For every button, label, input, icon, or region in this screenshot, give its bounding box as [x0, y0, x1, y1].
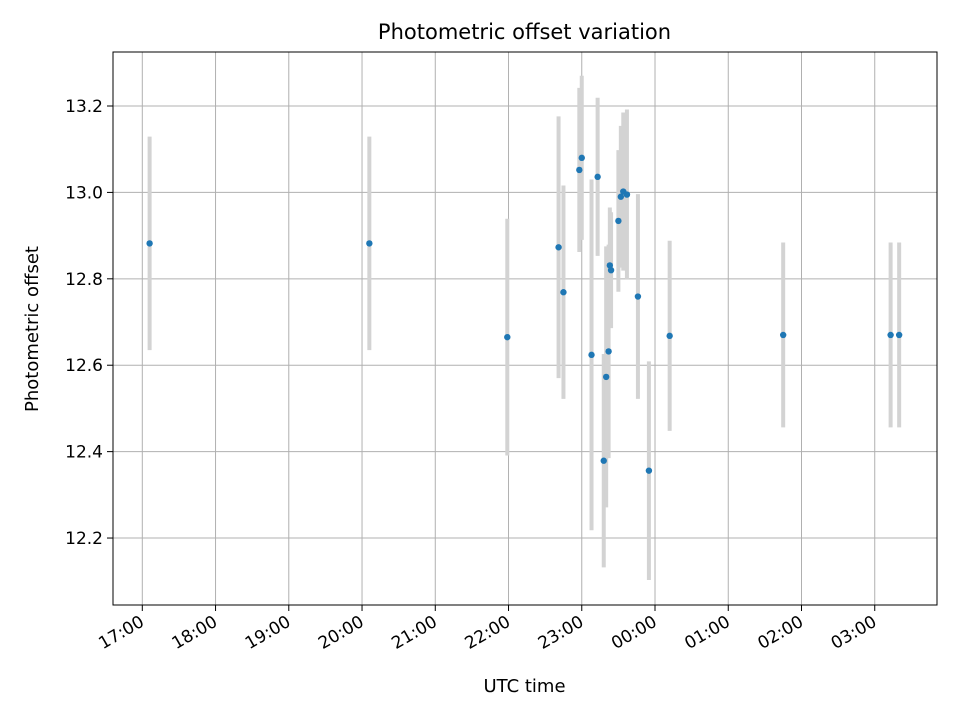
data-point: [895, 331, 903, 339]
y-tick-label: 13.2: [65, 97, 103, 117]
y-tick-label: 12.4: [65, 443, 103, 463]
data-point: [887, 331, 894, 339]
data-point: [615, 217, 622, 225]
y-axis-ticks: 12.2 12.4 12.6 12.8 13.0 13.2: [65, 97, 113, 549]
y-tick-label: 12.8: [65, 270, 103, 290]
data-point: [576, 166, 583, 174]
y-axis-label: Photometric offset: [22, 246, 43, 412]
data-point: [634, 293, 642, 300]
data-point: [602, 373, 610, 381]
x-axis-label: UTC time: [483, 676, 565, 697]
data-point: [555, 244, 562, 251]
data-point: [366, 240, 373, 247]
data-point: [779, 331, 787, 339]
data-point: [617, 193, 625, 200]
data-point: [578, 154, 585, 162]
y-tick-label: 12.2: [65, 529, 103, 549]
data-point: [607, 266, 615, 274]
data-point: [588, 351, 595, 359]
y-tick-label: 13.0: [65, 183, 103, 203]
data-point: [645, 467, 653, 474]
data-point: [146, 240, 153, 247]
data-point: [605, 348, 612, 355]
y-tick-label: 12.6: [65, 356, 103, 376]
data-point: [594, 173, 601, 181]
data-point: [623, 191, 631, 198]
data-point: [560, 289, 567, 296]
data-point: [666, 332, 673, 340]
data-points: [146, 154, 903, 474]
chart-title: Photometric offset variation: [378, 20, 671, 44]
data-point: [504, 333, 511, 341]
plot-area-frame: [112, 51, 938, 606]
data-point: [600, 457, 607, 464]
